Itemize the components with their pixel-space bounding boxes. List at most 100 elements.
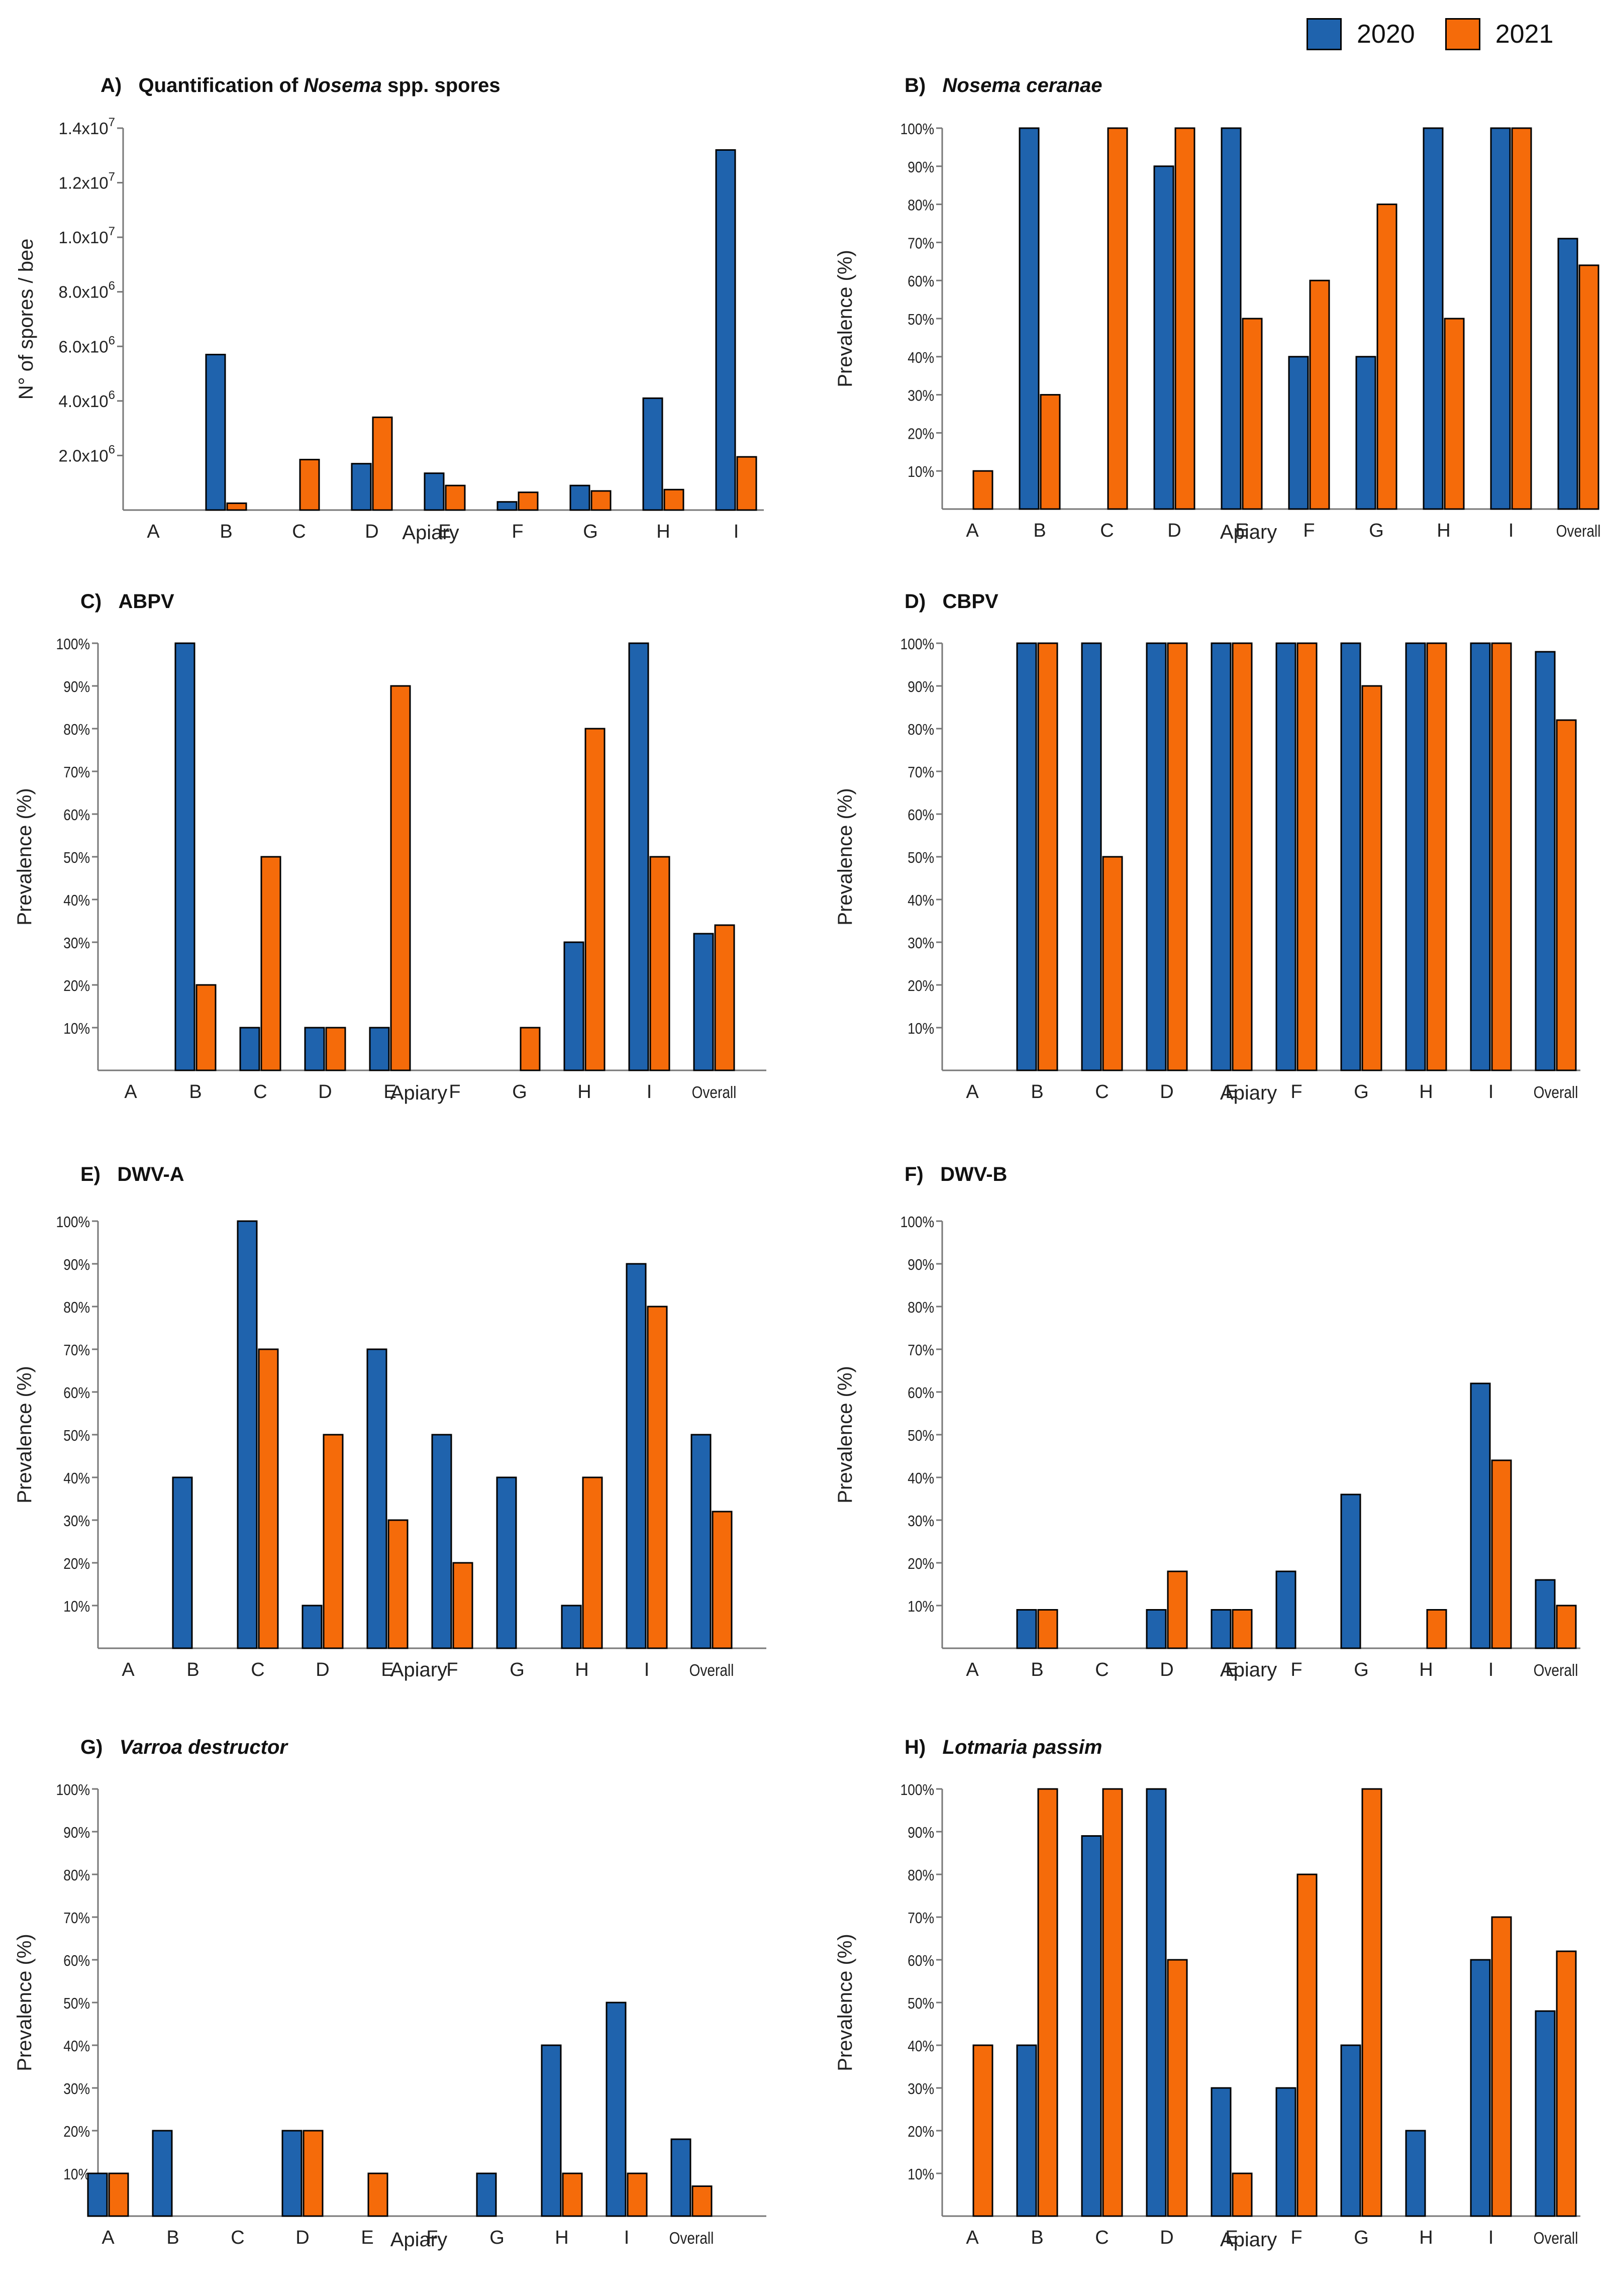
legend-item-2020[interactable]: 2020: [1307, 18, 1415, 50]
panel-d-title-prefix: D): [905, 590, 943, 613]
panel-e-y-tick-label: 40%: [63, 1470, 90, 1487]
panel-e-x-tick-label: D: [316, 1659, 329, 1680]
panel-d-x-tick-label: F: [1290, 1081, 1302, 1103]
panel-e-title: E) DWV-A: [80, 1163, 184, 1186]
panel-h-y-tick-label: 40%: [908, 2038, 934, 2055]
panel-g-bar-2020-d: [281, 2130, 303, 2217]
panel-f-bar-2021-e: [1232, 1609, 1253, 1649]
panel-c-y-tick-label: 50%: [63, 849, 90, 866]
panel-a-title-part-0: Quantification of: [138, 74, 304, 96]
panel-h-bar-2020-d: [1146, 1788, 1167, 2217]
panel-a-y-tick-label: 1.2x107: [59, 170, 115, 192]
panel-c-y-tick-label: 60%: [63, 807, 90, 824]
legend-item-2021[interactable]: 2021: [1445, 18, 1554, 50]
panel-a-y-tick-mantissa: 2.0x10: [59, 446, 109, 465]
panel-c-x-tick-label: E: [383, 1081, 396, 1103]
panel-g-bar-2020-h: [541, 2044, 562, 2217]
panel-h-bar-2020-f: [1275, 2087, 1296, 2217]
panel-d-y-tick-label: 20%: [908, 977, 934, 994]
panel-f-bar-2021-i: [1491, 1459, 1512, 1649]
panel-d-bar-2020-f: [1275, 642, 1296, 1071]
panel-d-y-tick-label: 40%: [908, 892, 934, 909]
panel-h-bar-2021-overall: [1556, 1950, 1577, 2217]
panel-f-bar-2020-f: [1275, 1570, 1296, 1649]
panel-d-x-tick-label: I: [1488, 1081, 1494, 1103]
panel-e-x-axis-title: Apiary: [390, 1659, 447, 1681]
panel-c-x-tick-label: Overall: [692, 1083, 737, 1102]
panel-b-y-tick-label: 10%: [908, 463, 934, 480]
panel-g-bar-2021-h: [562, 2172, 583, 2217]
panel-a-title-prefix: A): [101, 74, 139, 96]
panel-h-x-tick-label: B: [1031, 2227, 1043, 2248]
panel-b-x-tick-label: D: [1167, 520, 1181, 541]
panel-h-y-axis-title: Prevalence (%): [834, 1934, 856, 2071]
panel-h-bar-2020-e: [1211, 2087, 1232, 2217]
panel-g-svg: 10% 20% 30% 40% 50% 60% 70% 80% 90% 100% A B C D E F G H I…: [14, 1781, 766, 2251]
panel-h-y-tick-label: 20%: [908, 2123, 934, 2140]
panel-g-bar-2020-overall: [670, 2138, 691, 2217]
panel-b-bar-2020-overall: [1557, 238, 1578, 510]
panel-g-bar-2021-d: [303, 2130, 324, 2217]
panel-f-x-tick-label: E: [1225, 1659, 1238, 1680]
panel-d-bar-2020-overall: [1535, 651, 1556, 1071]
panel-a-x-tick-label: G: [583, 521, 598, 542]
panel-b-x-tick-label: C: [1100, 520, 1114, 541]
panel-c-y-tick-label: 90%: [63, 678, 90, 695]
panel-h-x-tick-label: H: [1419, 2227, 1433, 2248]
panel-h-title: H) Lotmaria passim: [905, 1736, 1102, 1759]
panel-f-x-tick-label: D: [1160, 1659, 1173, 1680]
panel-a-title: A) Quantification of Nosema spp. spores: [101, 74, 500, 97]
panel-g-bar-2021-e: [367, 2172, 388, 2217]
panel-c-title-part-0: ABPV: [118, 590, 174, 613]
panel-c-bar-2020-overall: [693, 933, 714, 1071]
panel-d-y-tick-label: 10%: [908, 1020, 934, 1037]
panel-h-y-tick-label: 60%: [908, 1952, 934, 1969]
panel-c: C) ABPV 10% 20% 30% 40% 50% 60% 70% 80% 90% 100% A B…: [0, 573, 799, 1141]
panel-g-bar-2020-a: [87, 2172, 108, 2217]
panel-f-x-axis-title: Apiary: [1220, 1659, 1277, 1681]
panel-a-bar-2020-g: [569, 484, 590, 511]
panel-a-x-tick-label: H: [656, 521, 670, 542]
panel-b-x-tick-label: A: [966, 520, 979, 541]
panel-g-bar-2021-overall: [691, 2185, 713, 2217]
panel-h-bar-2021-c: [1102, 1788, 1123, 2217]
panel-h-x-tick-label: C: [1095, 2227, 1109, 2248]
legend-label-2021: 2021: [1495, 20, 1554, 49]
panel-e-bar-2020-d: [302, 1605, 323, 1649]
panel-a-bar-2020-i: [715, 149, 736, 511]
panel-h-y-tick-label: 30%: [908, 2080, 934, 2098]
panel-f-bar-2020-g: [1340, 1493, 1361, 1649]
panel-g-x-tick-label: Overall: [669, 2229, 714, 2248]
panel-b-y-tick-label: 50%: [908, 311, 934, 328]
panel-a-bar-2021-c: [299, 459, 320, 511]
panel-b-y-tick-label: 60%: [908, 273, 934, 290]
panel-b-x-tick-label: B: [1033, 520, 1046, 541]
panel-h-x-axis-title: Apiary: [1220, 2229, 1277, 2251]
panel-f-y-tick-label: 70%: [908, 1342, 934, 1359]
panel-b-x-tick-label: H: [1437, 520, 1450, 541]
panel-a-bar-2021-g: [590, 490, 612, 511]
panel-e-y-tick-label: 100%: [56, 1214, 90, 1231]
panel-e-x-tick-label: Overall: [689, 1661, 734, 1680]
panel-c-bar-2021-i: [649, 856, 670, 1071]
panel-a-y-tick-label: 1.4x107: [59, 116, 115, 138]
panel-a-bar-2021-e: [445, 484, 466, 511]
panel-f-y-axis-title: Prevalence (%): [834, 1366, 856, 1503]
panel-f-bar-2021-b: [1037, 1609, 1058, 1649]
panel-a-x-tick-label: D: [365, 521, 378, 542]
panel-e-y-tick-label: 10%: [63, 1598, 90, 1615]
panel-c-y-axis-title: Prevalence (%): [14, 788, 36, 925]
panel-a-bar-2021-d: [372, 416, 393, 511]
panel-b-y-tick-label: 20%: [908, 425, 934, 442]
panel-a-y-tick-exponent: 6: [109, 388, 115, 402]
panel-b-y-tick-label: 30%: [908, 387, 934, 405]
panel-b-bar-2021-h: [1444, 318, 1465, 510]
panel-c-y-tick-label: 10%: [63, 1020, 90, 1037]
panel-a-bar-2021-b: [226, 502, 247, 511]
panel-g-y-tick-label: 40%: [63, 2038, 90, 2055]
panel-h-bar-2021-e: [1232, 2172, 1253, 2217]
panel-e-x-tick-label: B: [186, 1659, 199, 1680]
panel-e-x-tick-label: F: [446, 1659, 458, 1680]
panel-b-title-part-0: Nosema ceranae: [942, 74, 1103, 96]
panel-g-title-prefix: G): [80, 1736, 120, 1758]
